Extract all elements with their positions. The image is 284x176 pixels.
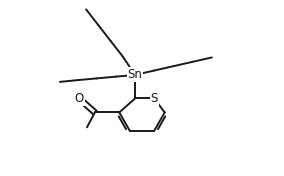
- Text: Sn: Sn: [128, 68, 143, 81]
- Text: S: S: [151, 92, 158, 105]
- Text: O: O: [74, 92, 84, 105]
